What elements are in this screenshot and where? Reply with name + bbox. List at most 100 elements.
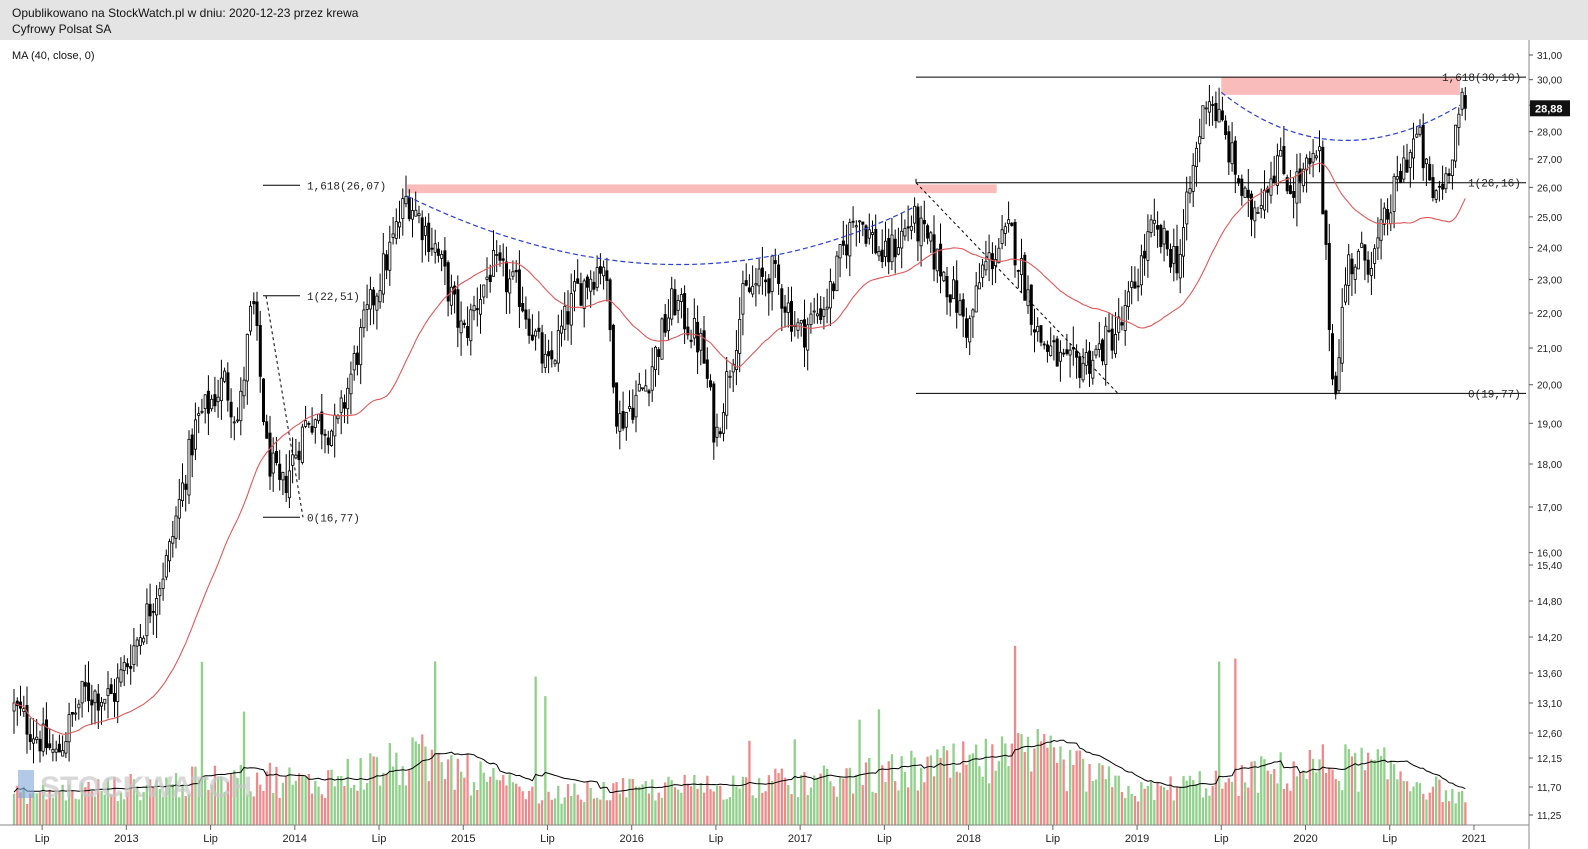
- volume-bar: [1221, 788, 1224, 825]
- candle-body: [491, 249, 495, 277]
- volume-bar: [1153, 800, 1156, 825]
- volume-bar: [1075, 750, 1078, 825]
- volume-bar: [1441, 802, 1444, 825]
- volume-bar: [197, 779, 200, 825]
- volume-bar: [1295, 776, 1298, 825]
- volume-bar: [129, 773, 132, 825]
- candle-body: [138, 637, 142, 647]
- volume-bar: [621, 778, 625, 825]
- candle-body: [1386, 208, 1390, 220]
- candle-body: [1246, 189, 1250, 198]
- volume-bar: [1043, 733, 1046, 825]
- volume-bar: [275, 766, 278, 825]
- volume-bar: [1224, 782, 1227, 825]
- volume-bar: [1425, 799, 1428, 825]
- y-tick-label: 22,00: [1537, 309, 1562, 320]
- volume-bar: [780, 768, 783, 825]
- y-tick-label: 27,00: [1537, 155, 1562, 166]
- candle-body: [838, 244, 842, 259]
- volume-bar: [1072, 764, 1075, 825]
- volume-bar: [573, 783, 576, 825]
- candle-body: [1331, 333, 1335, 380]
- candle-body: [1282, 145, 1286, 174]
- ma-line: [13, 162, 1466, 736]
- volume-bar: [1046, 747, 1049, 825]
- volume-bar: [1020, 734, 1023, 825]
- volume-bar: [916, 790, 919, 825]
- candle-body: [786, 302, 790, 313]
- candle-body: [385, 254, 389, 271]
- volume-bar: [1023, 752, 1026, 825]
- candles-layer: [12, 85, 1467, 764]
- volume-bar: [952, 743, 955, 825]
- last-price-label: 28,88: [1535, 103, 1563, 115]
- candle-body: [543, 353, 547, 368]
- volume-bar: [868, 758, 871, 825]
- candle-body: [1162, 227, 1166, 245]
- x-tick-label: Lip: [540, 833, 555, 845]
- candle-body: [585, 276, 589, 288]
- candle-body: [362, 309, 366, 329]
- candle-body: [1062, 352, 1066, 355]
- volume-bar: [978, 766, 981, 825]
- candle-body: [728, 375, 732, 378]
- volume-bar: [372, 756, 375, 825]
- candle-body: [1431, 177, 1435, 199]
- candle-body: [563, 305, 567, 330]
- volume-bar: [1457, 791, 1460, 825]
- candle-body: [670, 288, 674, 320]
- candle-body: [530, 334, 534, 341]
- candle-body: [1217, 108, 1221, 123]
- volume-bar: [1263, 759, 1266, 825]
- resistance-zone: [407, 184, 997, 194]
- volume-bar: [939, 757, 942, 825]
- volume-bar: [605, 800, 608, 825]
- candle-body: [320, 411, 324, 435]
- candle-body: [994, 259, 998, 266]
- candle-body: [628, 406, 632, 409]
- volume-bar: [317, 786, 320, 825]
- candle-body: [287, 470, 291, 499]
- candle-body: [427, 222, 431, 253]
- volume-bar: [385, 773, 388, 825]
- candle-body: [835, 255, 839, 292]
- candle-body: [916, 206, 920, 242]
- candle-body: [722, 412, 726, 434]
- candle-body: [391, 233, 395, 238]
- candle-body: [248, 305, 252, 332]
- candle-body: [1185, 191, 1189, 225]
- volume-bar: [826, 768, 829, 825]
- volume-bar: [1030, 771, 1033, 825]
- candle-body: [1444, 173, 1448, 190]
- chart-header: Opublikowano na StockWatch.pl w dniu: 20…: [0, 0, 1588, 40]
- candle-body: [1408, 151, 1412, 168]
- y-tick-label: 28,00: [1537, 128, 1562, 139]
- candle-body: [705, 359, 709, 379]
- y-tick-label: 14,80: [1537, 597, 1562, 608]
- volume-bar: [858, 719, 861, 825]
- candle-body: [958, 300, 962, 316]
- volume-bar: [524, 799, 527, 825]
- volume-bar: [1428, 792, 1431, 825]
- candle-body: [683, 293, 687, 330]
- volume-bar: [340, 776, 343, 825]
- candle-body: [1389, 212, 1393, 224]
- x-tick-label: Lip: [372, 833, 387, 845]
- volume-bar: [1299, 772, 1302, 825]
- candle-body: [641, 387, 645, 390]
- volume-bar: [100, 791, 103, 825]
- volume-bar: [1140, 782, 1143, 825]
- volume-bar: [323, 797, 327, 825]
- volume-bar: [741, 776, 745, 825]
- volume-bar: [259, 784, 262, 825]
- candle-body: [893, 238, 897, 258]
- candle-body: [184, 483, 188, 490]
- volume-bar: [236, 778, 239, 825]
- candle-body: [180, 482, 184, 502]
- volume-bar: [119, 792, 123, 825]
- volume-bar: [647, 793, 651, 825]
- candle-body: [242, 379, 246, 397]
- y-tick-label: 12,60: [1537, 729, 1562, 740]
- volume-bar: [16, 786, 19, 825]
- candle-body: [475, 308, 479, 311]
